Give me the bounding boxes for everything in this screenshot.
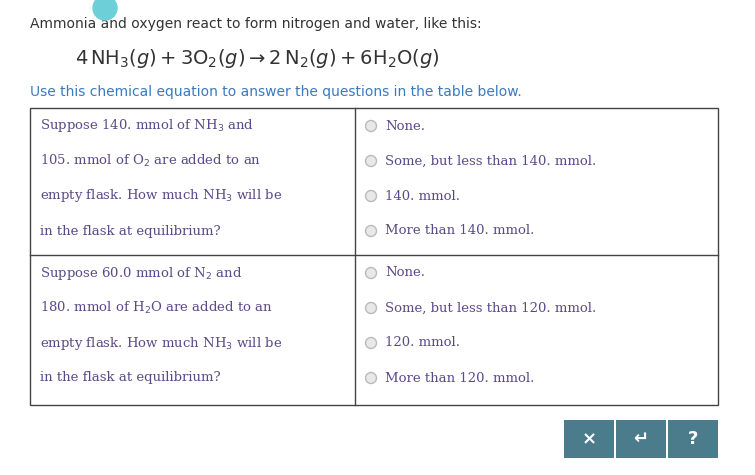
Circle shape [365, 267, 377, 278]
Circle shape [365, 155, 377, 167]
Bar [30, 108, 718, 405]
Text: 140. mmol.: 140. mmol. [385, 190, 460, 202]
Text: ↵: ↵ [633, 430, 649, 448]
Text: in the flask at equilibrium?: in the flask at equilibrium? [40, 371, 220, 384]
FancyBboxPatch shape [668, 420, 718, 458]
Text: Ammonia and oxygen react to form nitrogen and water, like this:: Ammonia and oxygen react to form nitroge… [30, 17, 482, 31]
Text: 105. mmol of O$_2$ are added to an: 105. mmol of O$_2$ are added to an [40, 153, 261, 169]
FancyBboxPatch shape [616, 420, 666, 458]
Text: 180. mmol of H$_2$O are added to an: 180. mmol of H$_2$O are added to an [40, 300, 273, 316]
Text: ×: × [581, 430, 596, 448]
Text: Suppose 140. mmol of NH$_3$ and: Suppose 140. mmol of NH$_3$ and [40, 117, 254, 134]
Text: ?: ? [688, 430, 698, 448]
Circle shape [365, 372, 377, 383]
Text: More than 120. mmol.: More than 120. mmol. [385, 371, 535, 384]
Text: Some, but less than 120. mmol.: Some, but less than 120. mmol. [385, 302, 596, 314]
Text: in the flask at equilibrium?: in the flask at equilibrium? [40, 225, 220, 238]
Circle shape [365, 303, 377, 314]
Circle shape [93, 0, 117, 20]
Text: empty flask. How much NH$_3$ will be: empty flask. How much NH$_3$ will be [40, 334, 282, 352]
Text: None.: None. [385, 266, 425, 279]
Text: Use this chemical equation to answer the questions in the table below.: Use this chemical equation to answer the… [30, 85, 522, 99]
Circle shape [365, 338, 377, 349]
Circle shape [365, 226, 377, 237]
Text: empty flask. How much NH$_3$ will be: empty flask. How much NH$_3$ will be [40, 188, 282, 205]
FancyBboxPatch shape [564, 420, 614, 458]
Text: None.: None. [385, 120, 425, 133]
Circle shape [365, 121, 377, 132]
Text: Suppose 60.0 mmol of N$_2$ and: Suppose 60.0 mmol of N$_2$ and [40, 265, 242, 282]
Text: More than 140. mmol.: More than 140. mmol. [385, 225, 535, 238]
Text: 120. mmol.: 120. mmol. [385, 336, 460, 350]
Text: Some, but less than 140. mmol.: Some, but less than 140. mmol. [385, 154, 596, 168]
Text: $4\,\mathrm{NH}_3(g)+3\mathrm{O}_2(g)\rightarrow 2\,\mathrm{N}_2(g)+6\mathrm{H}_: $4\,\mathrm{NH}_3(g)+3\mathrm{O}_2(g)\ri… [75, 47, 439, 69]
Circle shape [365, 190, 377, 201]
